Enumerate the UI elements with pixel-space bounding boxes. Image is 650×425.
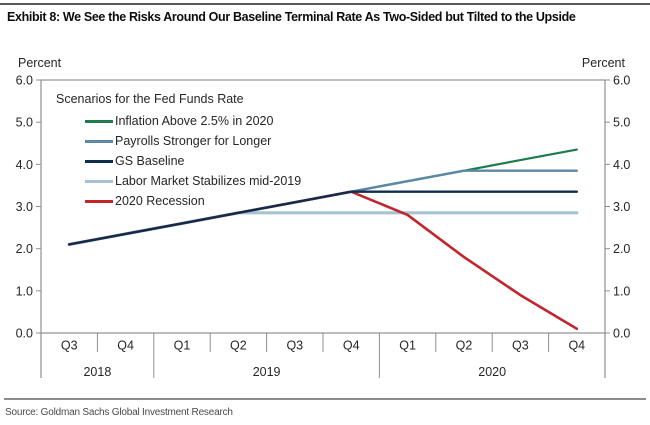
y-tick-label-left: 3.0 [16, 200, 33, 214]
quarter-label: Q1 [174, 339, 191, 353]
quarter-label: Q2 [456, 339, 473, 353]
y-tick-label-left: 4.0 [16, 158, 33, 172]
legend-item-label: Inflation Above 2.5% in 2020 [115, 114, 274, 128]
y-tick-label-right: 2.0 [613, 242, 630, 256]
source-note: Source: Goldman Sachs Global Investment … [5, 407, 233, 418]
y-tick-label-left: 2.0 [16, 242, 33, 256]
year-label: 2019 [253, 365, 281, 379]
y-tick-label-right: 0.0 [613, 327, 630, 341]
quarter-label: Q1 [399, 339, 416, 353]
y-axis-unit-right: Percent [581, 56, 625, 70]
legend-item-gs-baseline: GS Baseline [56, 151, 356, 171]
exhibit-title: Exhibit 8: We See the Risks Around Our B… [7, 10, 576, 24]
y-tick-label-right: 3.0 [613, 200, 630, 214]
y-tick-label-right: 6.0 [613, 74, 630, 88]
bottom-rule [4, 398, 646, 400]
series-lines [67, 148, 579, 331]
quarter-label: Q3 [61, 339, 78, 353]
line-swatch-green [85, 119, 113, 123]
y-tick-label-right: 4.0 [613, 158, 630, 172]
line-swatch-steelblue [85, 139, 113, 143]
quarter-label: Q4 [568, 339, 585, 353]
quarter-label: Q2 [230, 339, 247, 353]
legend-item-payrolls-stronger: Payrolls Stronger for Longer [56, 131, 356, 151]
legend-item-label: 2020 Recession [115, 194, 205, 208]
line-swatch-red [85, 199, 113, 203]
legend-item-labor-market-stabilizes: Labor Market Stabilizes mid-2019 [56, 171, 356, 191]
y-tick-label-left: 6.0 [16, 74, 33, 88]
legend-title: Scenarios for the Fed Funds Rate [56, 92, 244, 106]
legend-item-label: GS Baseline [115, 154, 185, 168]
y-axis-left: 6.0 5.0 4.0 3.0 2.0 1.0 0.0 [16, 74, 41, 341]
quarter-label: Q3 [286, 339, 303, 353]
legend-item-inflation-above: Inflation Above 2.5% in 2020 [56, 111, 356, 131]
legend-item-label: Payrolls Stronger for Longer [115, 134, 272, 148]
y-tick-label-left: 1.0 [16, 284, 33, 298]
y-tick-label-left: 5.0 [16, 116, 33, 130]
legend-item-label: Labor Market Stabilizes mid-2019 [115, 174, 302, 188]
year-label: 2020 [478, 365, 506, 379]
series-line-gs-baseline [67, 190, 578, 246]
top-rule [0, 3, 650, 5]
x-axis: Q3 Q4 Q1 Q2 Q3 Q4 Q1 Q2 Q3 Q4 2018 2019 2020 [40, 333, 606, 379]
quarter-label: Q3 [512, 339, 529, 353]
year-label: 2018 [83, 365, 111, 379]
legend-item-2020-recession: 2020 Recession [56, 191, 356, 211]
line-swatch-lightblue [85, 179, 113, 183]
y-tick-label-right: 5.0 [613, 116, 630, 130]
y-axis-right: 6.0 5.0 4.0 3.0 2.0 1.0 0.0 [605, 74, 630, 341]
line-swatch-navy [85, 159, 113, 163]
quarter-label: Q4 [117, 339, 134, 353]
y-tick-label-right: 1.0 [613, 284, 630, 298]
series-line-labor-market-stabilizes-mid-2019 [67, 211, 579, 246]
quarter-label: Q4 [343, 339, 360, 353]
chart-legend: Scenarios for the Fed Funds Rate Inflati… [56, 92, 356, 211]
y-axis-unit-left: Percent [18, 56, 62, 70]
y-tick-label-left: 0.0 [16, 327, 33, 341]
